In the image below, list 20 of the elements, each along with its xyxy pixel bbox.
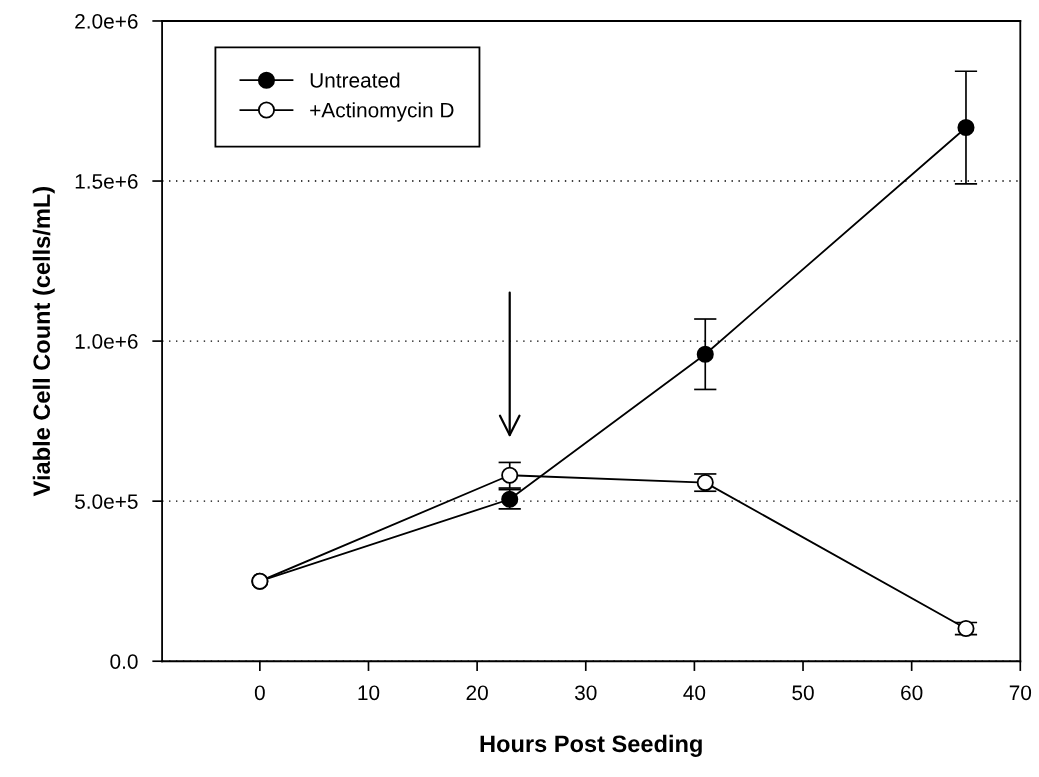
y-tick-label: 2.0e+6	[75, 13, 138, 29]
y-tick-label: 5.0e+5	[75, 494, 138, 509]
x-tick-label: 10	[358, 685, 380, 701]
y-tick-label: 1.0e+6	[75, 334, 138, 349]
legend-label: Untreated	[310, 72, 400, 88]
point	[957, 119, 975, 137]
x-tick-label: 60	[901, 685, 923, 701]
x-tick-label: 50	[792, 685, 814, 701]
point	[501, 466, 519, 484]
y-tick-label: 0.0	[110, 654, 138, 669]
x-tick-label: 30	[574, 685, 597, 701]
point	[696, 345, 714, 363]
y-axis-title: Viable Cell Count (cells/mL)	[32, 187, 55, 497]
x-tick-label: 20	[466, 685, 488, 701]
x-axis-title: Hours Post Seeding	[480, 734, 702, 757]
y-tick-label: 1.5e+6	[75, 174, 138, 189]
x-tick-label: 0	[254, 685, 265, 701]
legend-label: +Actinomycin D	[310, 102, 454, 122]
x-tick-label: 70	[1009, 685, 1032, 701]
x-tick-label: 40	[683, 685, 706, 701]
